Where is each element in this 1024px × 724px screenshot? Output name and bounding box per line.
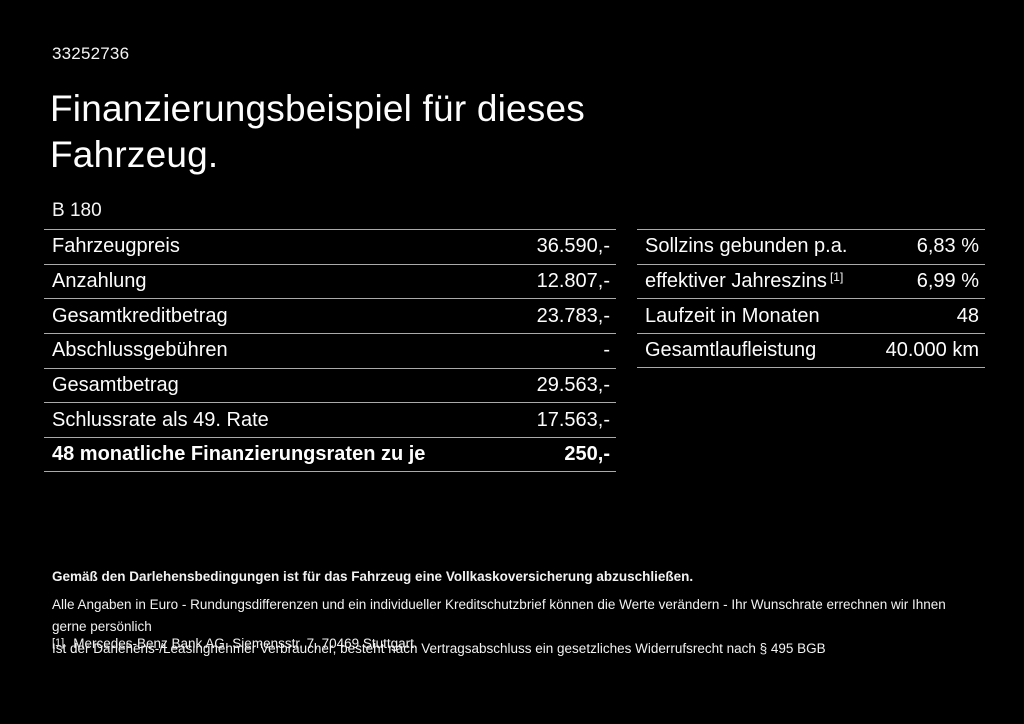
table-row: Schlussrate als 49. Rate 17.563,- <box>44 402 616 437</box>
row-label: Gesamtlaufleistung <box>645 338 817 361</box>
footnote-marker: [1] <box>52 637 65 649</box>
legal-notes: Gemäß den Darlehensbedingungen ist für d… <box>52 569 982 660</box>
insurance-note: Gemäß den Darlehensbedingungen ist für d… <box>52 569 694 584</box>
financing-table: Fahrzeugpreis 36.590,- Anzahlung 12.807,… <box>44 229 616 472</box>
table-row: Abschlussgebühren - <box>44 333 616 368</box>
row-label: 48 monatliche Finanzierungsraten zu je <box>52 442 426 465</box>
row-value: 29.563,- <box>536 374 610 397</box>
vehicle-id: 33252736 <box>52 44 130 63</box>
note-withdrawal: Ist der Darlehens-/Leasingnehmer Verbrau… <box>52 641 826 656</box>
page-title-line2: Fahrzeug. <box>50 134 219 175</box>
row-value: 23.783,- <box>536 304 610 327</box>
row-value: 17.563,- <box>536 408 610 431</box>
table-row: Anzahlung 12.807,- <box>44 263 616 299</box>
row-label: Anzahlung <box>52 270 147 293</box>
row-value: 48 <box>956 304 979 327</box>
row-value: 6,99 % <box>916 270 979 293</box>
page-title-line1: Finanzierungsbeispiel für dieses <box>50 88 585 129</box>
row-value: 12.807,- <box>536 270 610 293</box>
table-row: Gesamtlaufleistung 40.000 km <box>637 333 985 368</box>
row-label: effektiver Jahreszins [1] <box>645 270 844 293</box>
table-row: Sollzins gebunden p.a. 6,83 % <box>637 229 985 264</box>
row-value: 36.590,- <box>536 235 610 258</box>
table-row: Gesamtkreditbetrag 23.783,- <box>44 298 616 333</box>
footnote: [1] Mercedes-Benz Bank AG, Siemensstr. 7,… <box>52 636 418 651</box>
row-value: 6,83 % <box>916 235 979 258</box>
conditions-table: Sollzins gebunden p.a. 6,83 % effektiver… <box>637 229 985 368</box>
page-title: Finanzierungsbeispiel für dieses Fahrzeu… <box>50 86 585 178</box>
table-row-monthly-rate: 48 monatliche Finanzierungsraten zu je 2… <box>44 437 616 472</box>
footnote-ref-icon: [1] <box>829 270 844 285</box>
footnote-text: Mercedes-Benz Bank AG, Siemensstr. 7, 70… <box>73 636 418 651</box>
table-row: effektiver Jahreszins [1] 6,99 % <box>637 263 985 299</box>
row-label: Schlussrate als 49. Rate <box>52 408 269 431</box>
row-label: Gesamtbetrag <box>52 374 179 397</box>
model-name: B 180 <box>52 200 102 221</box>
row-label: Sollzins gebunden p.a. <box>645 235 848 258</box>
row-label: Abschlussgebühren <box>52 339 228 362</box>
row-value: - <box>603 339 610 362</box>
row-value: 40.000 km <box>885 338 979 361</box>
table-row: Gesamtbetrag 29.563,- <box>44 367 616 403</box>
row-value: 250,- <box>564 442 610 465</box>
row-label: Fahrzeugpreis <box>52 235 180 258</box>
table-row: Laufzeit in Monaten 48 <box>637 298 985 333</box>
note-rounding: Alle Angaben in Euro - Rundungsdifferenz… <box>52 597 946 634</box>
row-label: Laufzeit in Monaten <box>645 304 820 327</box>
table-row: Fahrzeugpreis 36.590,- <box>44 229 616 264</box>
row-label: Gesamtkreditbetrag <box>52 304 228 327</box>
